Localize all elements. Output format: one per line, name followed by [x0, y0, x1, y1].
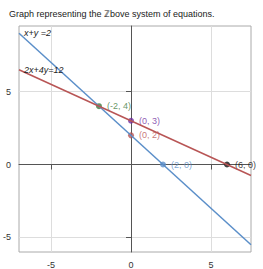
- svg-text:Graph representing the ℤbove s: Graph representing the ℤbove system of e…: [9, 9, 215, 19]
- svg-text:x+y =2: x+y =2: [23, 28, 51, 38]
- svg-text:(0, 3): (0, 3): [139, 116, 160, 126]
- svg-text:5: 5: [6, 87, 11, 97]
- svg-text:0: 0: [6, 160, 11, 170]
- svg-text:-5: -5: [3, 232, 11, 242]
- svg-text:2x+4y=12: 2x+4y=12: [23, 65, 64, 75]
- svg-text:(6, 0): (6, 0): [235, 160, 256, 170]
- svg-text:(0, 2): (0, 2): [139, 130, 160, 141]
- svg-text:(2, 0): (2, 0): [171, 160, 192, 170]
- svg-text:5: 5: [208, 260, 213, 269]
- svg-text:(-2, 4): (-2, 4): [107, 101, 131, 111]
- svg-text:-5: -5: [47, 260, 55, 269]
- svg-text:0: 0: [128, 260, 133, 269]
